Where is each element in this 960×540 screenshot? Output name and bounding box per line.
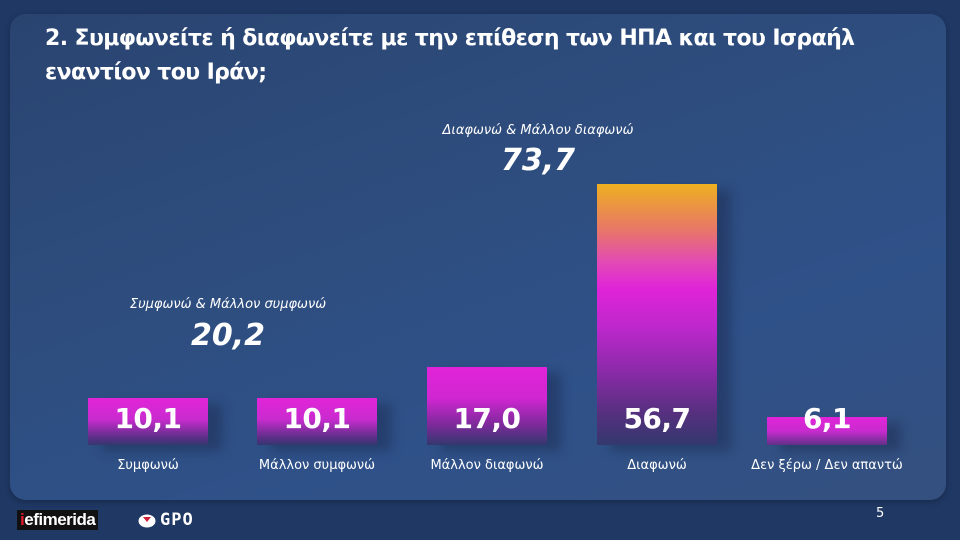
bar-dont-know bbox=[767, 417, 887, 445]
category-label-dont-know: Δεν ξέρω / Δεν απαντώ bbox=[751, 458, 903, 473]
efimerida-logo: iefimerida bbox=[17, 510, 99, 530]
agree-group-value: 20,2 bbox=[190, 318, 266, 353]
disagree-group-label: Διαφωνώ & Μάλλον διαφωνώ bbox=[442, 123, 634, 138]
bar-rather-agree bbox=[257, 398, 377, 445]
bar-disagree-value: 56,7 bbox=[623, 402, 691, 435]
bar-disagree bbox=[597, 184, 717, 445]
category-label-disagree: Διαφωνώ bbox=[627, 458, 687, 473]
efimerida-logo-text: efimerida bbox=[24, 510, 96, 529]
bar-rather-disagree bbox=[427, 367, 547, 445]
page-number: 5 bbox=[876, 506, 885, 521]
bar-rather-agree-value: 10,1 bbox=[283, 402, 351, 435]
bar-dont-know-value: 6,1 bbox=[802, 402, 852, 435]
agree-group-label: Συμφωνώ & Μάλλον συμφωνώ bbox=[129, 297, 327, 312]
gpo-heart-icon bbox=[138, 514, 156, 528]
efimerida-logo-accent: i bbox=[20, 510, 25, 529]
bar-agree bbox=[88, 398, 208, 445]
bar-agree-value: 10,1 bbox=[114, 402, 182, 435]
bar-rather-disagree-value: 17,0 bbox=[453, 402, 521, 435]
gpo-logo: GPO bbox=[138, 510, 194, 530]
category-label-agree: Συμφωνώ bbox=[117, 458, 179, 473]
category-label-rather-agree: Μάλλον συμφωνώ bbox=[258, 458, 376, 473]
disagree-group-value: 73,7 bbox=[500, 143, 576, 178]
chart-title: 2. Συμφωνείτε ή διαφωνείτε με την επίθεσ… bbox=[45, 26, 855, 85]
category-label-rather-disagree: Μάλλον διαφωνώ bbox=[430, 458, 544, 473]
gpo-logo-text: GPO bbox=[160, 510, 194, 530]
